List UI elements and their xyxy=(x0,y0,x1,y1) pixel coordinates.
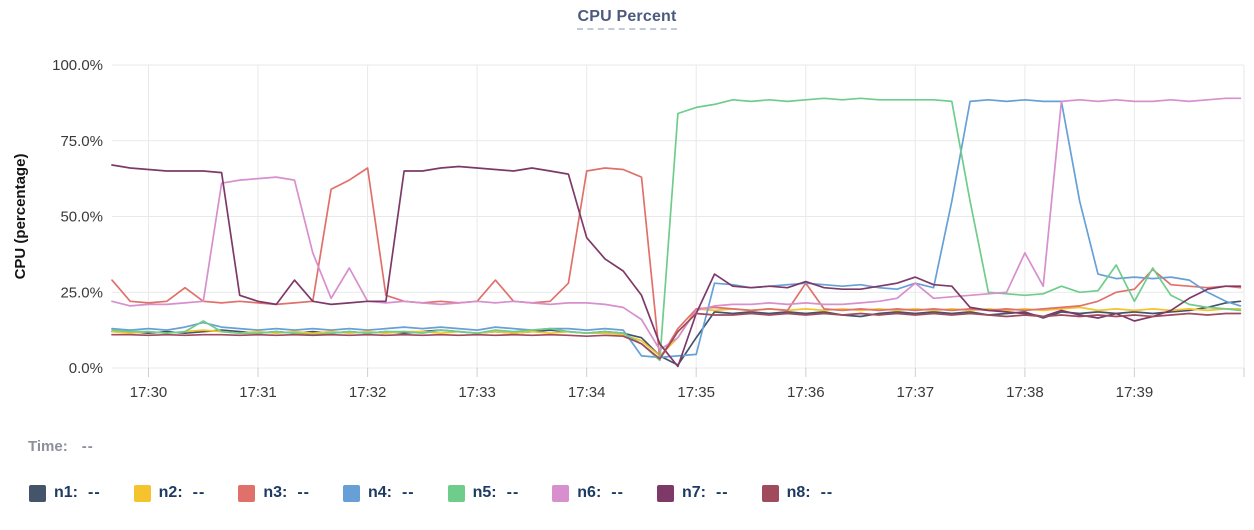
y-tick-label: 75.0% xyxy=(60,133,103,150)
chart-title-row: CPU Percent xyxy=(0,8,1254,30)
legend-swatch-n5 xyxy=(447,484,465,502)
y-tick-label: 0.0% xyxy=(69,360,103,377)
legend-value: -- xyxy=(88,484,101,501)
legend-item-n1[interactable]: n1: -- xyxy=(29,484,101,502)
x-tick-label: 17:37 xyxy=(897,384,935,401)
time-readout: Time: -- xyxy=(28,438,94,455)
x-tick-label: 17:39 xyxy=(1116,384,1154,401)
series-line-n3 xyxy=(111,167,1242,360)
legend-value: -- xyxy=(401,484,415,501)
legend-swatch-n3 xyxy=(238,484,256,502)
legend-label: n3: xyxy=(263,484,288,501)
legend-swatch-n4 xyxy=(342,484,360,502)
legend-label: n1: xyxy=(54,484,78,501)
legend-label: n5: xyxy=(472,484,497,501)
legend-value: -- xyxy=(820,484,834,501)
legend-value: -- xyxy=(192,484,206,501)
legend-label: n4: xyxy=(367,484,392,501)
legend-label: n7: xyxy=(681,484,706,501)
legend-label: n2: xyxy=(158,484,183,501)
x-tick-label: 17:33 xyxy=(458,384,496,401)
y-tick-label: 50.0% xyxy=(60,209,103,226)
x-tick-label: 17:36 xyxy=(787,384,825,401)
legend-item-n6[interactable]: n6: -- xyxy=(552,484,624,502)
y-tick-label: 25.0% xyxy=(60,284,103,301)
legend-label: n8: xyxy=(786,484,811,501)
y-tick-label: 100.0% xyxy=(52,57,103,74)
series-line-n5 xyxy=(111,97,1242,362)
time-readout-label: Time: xyxy=(28,438,68,455)
legend-value: -- xyxy=(611,484,624,501)
legend-item-n2[interactable]: n2: -- xyxy=(133,484,206,502)
legend-item-n8[interactable]: n8: -- xyxy=(761,484,834,502)
x-tick-label: 17:31 xyxy=(239,384,277,401)
chart-title: CPU Percent xyxy=(577,8,677,30)
legend-swatch-n2 xyxy=(133,484,151,502)
x-tick-label: 17:30 xyxy=(130,384,168,401)
legend-value: -- xyxy=(506,484,520,501)
series-line-n6 xyxy=(111,97,1242,351)
x-tick-label: 17:35 xyxy=(677,384,715,401)
legend-swatch-n6 xyxy=(552,484,570,502)
legend-value: -- xyxy=(715,484,729,501)
series-line-n8 xyxy=(111,312,1242,360)
series-line-n4 xyxy=(111,98,1242,359)
x-tick-label: 17:34 xyxy=(568,384,606,401)
legend-label: n6: xyxy=(577,484,602,501)
legend-item-n5[interactable]: n5: -- xyxy=(447,484,520,502)
legend-swatch-n1 xyxy=(29,484,46,502)
legend-item-n4[interactable]: n4: -- xyxy=(342,484,415,502)
y-axis-title: CPU (percentage) xyxy=(12,154,29,280)
cpu-chart-plot[interactable]: 0.0% 25.0% 50.0% 75.0% 100.0% 17:30 17:31 17:32… xyxy=(0,0,1254,420)
x-tick-label: 17:38 xyxy=(1006,384,1044,401)
time-readout-value: -- xyxy=(81,438,94,455)
legend-swatch-n7 xyxy=(656,484,674,502)
legend-swatch-n8 xyxy=(761,484,779,502)
legend-item-n3[interactable]: n3: -- xyxy=(238,484,310,502)
series-legend: n1: -- n2: -- n3: -- n4: -- n5: -- n6: -- n7: -- n8: -- xyxy=(29,484,833,502)
legend-value: -- xyxy=(297,484,310,501)
series-line-n7 xyxy=(111,164,1242,368)
x-tick-label: 17:32 xyxy=(349,384,387,401)
legend-item-n7[interactable]: n7: -- xyxy=(656,484,729,502)
